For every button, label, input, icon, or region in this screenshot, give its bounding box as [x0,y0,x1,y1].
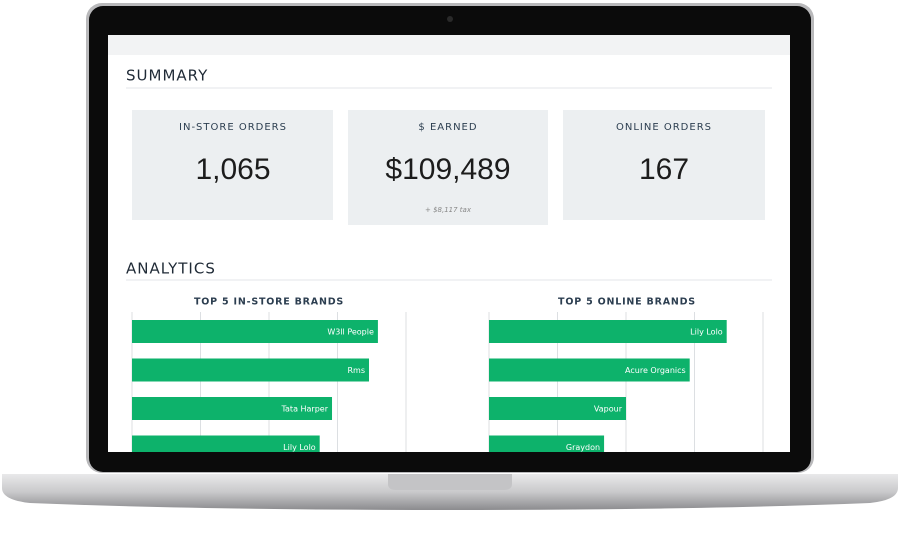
card-note: + $8,117 tax [425,206,472,214]
screen-bg [108,35,790,452]
card [348,110,548,225]
bar [489,435,605,452]
bar-label: Acure Organics [625,366,686,375]
card-value: 1,065 [195,153,270,186]
card [563,110,765,220]
bar [489,320,727,343]
bar [132,358,370,382]
bar-label: Lily Lolo [690,328,723,337]
chart-title: TOP 5 IN-STORE BRANDS [194,297,344,308]
bar [489,358,690,382]
card-label: ONLINE ORDERS [616,122,712,133]
bar-label: Graydon [566,443,600,452]
bar-label: Tata Harper [280,405,328,414]
bar-label: Vapour [594,405,623,414]
bar-label: Rms [347,366,365,375]
chart-title: TOP 5 ONLINE BRANDS [558,297,696,308]
bar [489,397,626,420]
bar-label: Lily Lolo [283,443,316,452]
camera [447,16,453,22]
card-value: $109,489 [385,153,510,186]
screen: SUMMARY IN-STORE ORDERS 1,065 $ EARNED $… [108,35,790,452]
card-label: $ EARNED [418,122,477,133]
laptop-base [2,474,898,510]
section-title: SUMMARY [126,67,208,85]
card [132,110,333,220]
top-bar [108,35,790,55]
section-title: ANALYTICS [126,260,216,278]
bar-label: W3ll People [327,328,374,337]
bar [132,320,378,343]
notch [388,474,512,490]
card-label: IN-STORE ORDERS [179,122,287,133]
card-value: 167 [639,153,689,186]
bar [132,397,333,420]
bar [132,435,320,452]
